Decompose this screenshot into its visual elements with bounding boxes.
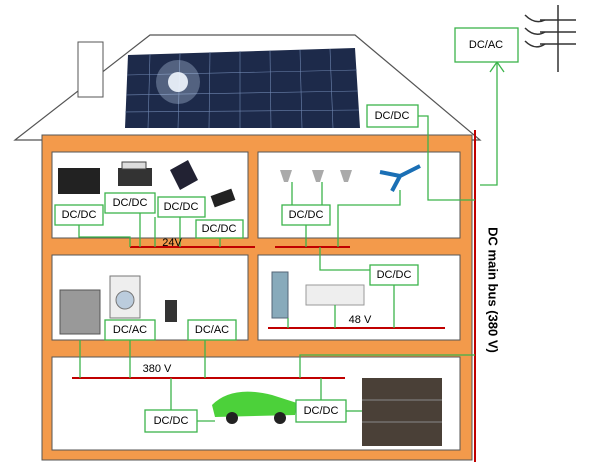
converter-label: DC/DC [202, 223, 237, 235]
converter-label: DC/DC [375, 110, 410, 122]
solar-panel [125, 48, 360, 128]
utility-pole [525, 5, 576, 72]
converter-label: DC/DC [62, 209, 97, 221]
converter-label: DC/AC [195, 324, 229, 336]
converter-label: DC/DC [289, 209, 324, 221]
converter-label: DC/DC [113, 197, 148, 209]
energy-diagram: DC/AC DC/DC DC/DC DC/DC DC/DC DC/DC 24V … [0, 0, 594, 465]
bus-label: 24V [162, 237, 182, 249]
converter-label: DC/DC [304, 405, 339, 417]
bus-label: 48 V [349, 314, 372, 326]
converter-label: DC/AC [469, 39, 503, 51]
chimney [78, 42, 103, 97]
converter-label: DC/DC [164, 201, 199, 213]
main-bus-label: DC main bus (380 V) [486, 227, 501, 353]
converter-label: DC/DC [154, 415, 189, 427]
converter-label: DC/AC [113, 324, 147, 336]
converter-label: DC/DC [377, 269, 412, 281]
bus-label: 380 V [143, 363, 172, 375]
